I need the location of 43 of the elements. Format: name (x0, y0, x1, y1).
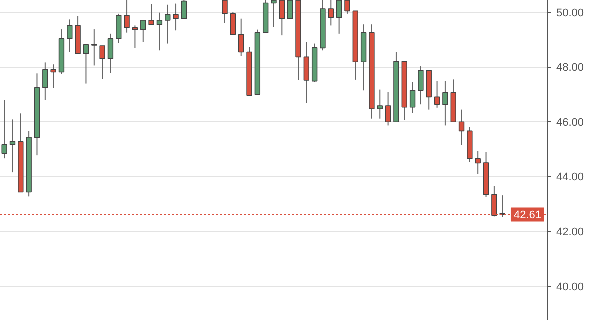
candlestick (83, 44, 90, 84)
ref-line-label: 42.61 (514, 210, 542, 222)
candlestick (181, 0, 188, 20)
candlestick (328, 0, 334, 26)
candlestick (230, 12, 236, 36)
candlestick (385, 92, 392, 126)
candlestick (124, 0, 130, 34)
candlestick (458, 109, 465, 146)
candlestick (287, 0, 294, 20)
candlestick (377, 89, 383, 120)
candlestick (304, 42, 310, 104)
y-tick-label: 44.00 (556, 172, 584, 184)
candlestick (442, 80, 448, 126)
candlestick (165, 4, 171, 44)
candlestick (92, 29, 98, 66)
y-tick-label: 46.00 (556, 116, 584, 129)
candlestick (279, 0, 286, 36)
candlestick (148, 4, 154, 26)
candlestick (475, 150, 481, 175)
y-tick-label: 42.00 (556, 226, 584, 238)
candlestick (434, 80, 440, 108)
candlestick (336, 0, 342, 34)
candlestick (344, 0, 350, 14)
candlestick (116, 13, 122, 44)
candlestick (173, 3, 179, 32)
candlestick (2, 100, 8, 160)
candlestick (67, 19, 73, 53)
y-tick-label: 40.00 (556, 281, 584, 294)
candlestick (10, 119, 16, 174)
candlestick (140, 20, 146, 43)
candlestick (238, 18, 244, 57)
candlestick (271, 0, 277, 28)
candlestick (132, 25, 138, 49)
candlestick (50, 64, 56, 89)
y-tick-label: 48.00 (556, 62, 584, 74)
candlestick (222, 0, 228, 24)
candlestick (156, 12, 163, 52)
candlestick (100, 45, 106, 80)
candlestick (108, 33, 114, 74)
candlestick (418, 66, 424, 106)
candlestick (410, 82, 416, 114)
candlestick (42, 62, 48, 101)
y-tick-label: 50.00 (556, 7, 584, 20)
